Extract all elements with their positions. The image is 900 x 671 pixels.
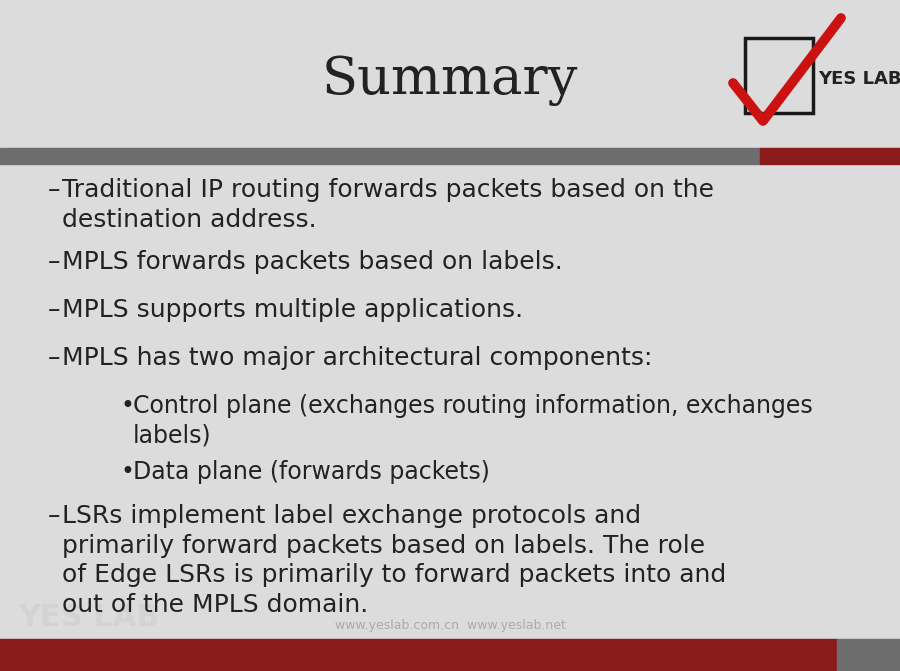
Text: YES LAB: YES LAB: [18, 603, 159, 633]
Text: –: –: [48, 178, 60, 202]
Text: MPLS has two major architectural components:: MPLS has two major architectural compone…: [62, 346, 652, 370]
Text: •: •: [120, 394, 134, 418]
Text: Data plane (forwards packets): Data plane (forwards packets): [133, 460, 490, 484]
Text: YES LAB: YES LAB: [818, 70, 900, 89]
Text: Summary: Summary: [322, 54, 578, 105]
Text: Traditional IP routing forwards packets based on the
destination address.: Traditional IP routing forwards packets …: [62, 178, 714, 231]
Bar: [0, 148, 760, 164]
Text: •: •: [120, 460, 134, 484]
Text: –: –: [48, 346, 60, 370]
Text: –: –: [48, 504, 60, 528]
Text: MPLS supports multiple applications.: MPLS supports multiple applications.: [62, 298, 523, 322]
Bar: [837, 639, 900, 671]
Bar: [760, 148, 900, 164]
Text: LSRs implement label exchange protocols and
primarily forward packets based on l: LSRs implement label exchange protocols …: [62, 504, 726, 617]
Text: MPLS forwards packets based on labels.: MPLS forwards packets based on labels.: [62, 250, 562, 274]
Bar: [745, 38, 813, 113]
Text: –: –: [48, 250, 60, 274]
Text: Control plane (exchanges routing information, exchanges
labels): Control plane (exchanges routing informa…: [133, 394, 813, 448]
Text: –: –: [48, 298, 60, 322]
Text: www.yeslab.com.cn  www.yeslab.net: www.yeslab.com.cn www.yeslab.net: [335, 619, 565, 633]
Bar: [0, 639, 837, 671]
